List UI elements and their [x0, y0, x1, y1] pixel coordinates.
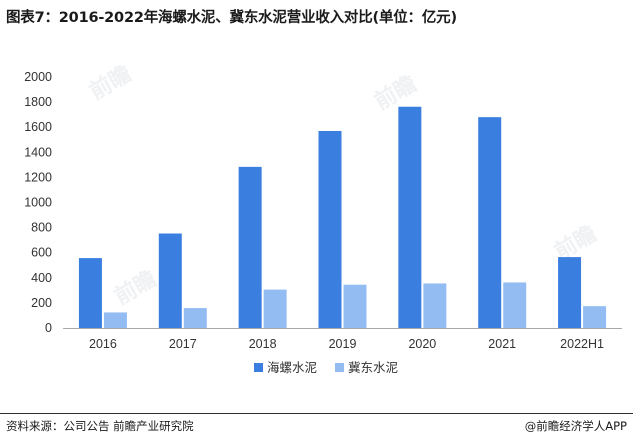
- bar-series1-2018: [238, 166, 262, 328]
- bar-series1-2017: [158, 233, 182, 328]
- legend-label-series2: 冀东水泥: [348, 360, 398, 375]
- legend-label-series1: 海螺水泥: [267, 360, 317, 375]
- y-tick-label: 200: [31, 296, 52, 310]
- x-tick-label: 2019: [329, 337, 357, 351]
- x-axis: 2016 2017 2018 2019 2020 2021 2022H1: [63, 328, 622, 351]
- bar-series1-2019: [318, 130, 342, 328]
- y-tick-label: 600: [31, 246, 52, 260]
- y-tick-label: 1000: [24, 196, 52, 210]
- y-tick-label: 2000: [24, 70, 52, 84]
- y-axis-ticks: 0 200 400 600 800 1000 1200 1400 1600 1800 2000: [24, 70, 52, 335]
- y-tick-label: 1800: [24, 95, 52, 109]
- x-tick-label: 2021: [488, 337, 516, 351]
- bar-series1-2022H1: [558, 257, 582, 328]
- x-tick-label: 2017: [169, 337, 197, 351]
- svg-text:前瞻: 前瞻: [110, 266, 161, 311]
- y-tick-label: 1400: [24, 145, 52, 159]
- y-tick-label: 400: [31, 271, 52, 285]
- bar-series2-2016: [103, 312, 127, 328]
- bar-series2-2021: [503, 282, 527, 328]
- x-tick-label: 2016: [89, 337, 117, 351]
- legend-swatch-series1: [254, 363, 263, 372]
- bar-series2-2018: [263, 289, 287, 328]
- bar-series2-2017: [183, 308, 207, 328]
- bar-series1-2021: [478, 117, 502, 328]
- brand-label: @前瞻经济学人APP: [524, 419, 627, 433]
- bar-series1-2016: [78, 258, 102, 328]
- x-tick-label: 2022H1: [560, 337, 604, 351]
- legend: 海螺水泥 冀东水泥: [254, 360, 398, 375]
- x-tick-label: 2018: [249, 337, 277, 351]
- bar-series2-2022H1: [583, 306, 607, 328]
- bar-series1-2020: [398, 106, 422, 328]
- y-tick-label: 1600: [24, 120, 52, 134]
- bar-series2-2020: [423, 283, 447, 328]
- y-tick-label: 0: [45, 321, 52, 335]
- source-note: 资料来源：公司公告 前瞻产业研究院: [6, 419, 194, 433]
- chart-title: 图表7：2016-2022年海螺水泥、冀东水泥营业收入对比(单位：亿元): [6, 10, 457, 26]
- legend-swatch-series2: [335, 363, 344, 372]
- svg-text:前瞻: 前瞻: [85, 61, 136, 106]
- bars: [78, 106, 607, 328]
- y-tick-label: 1200: [24, 170, 52, 184]
- bar-chart: 前瞻 前瞻 前瞻 前瞻 0200400600800100012001400160…: [24, 61, 622, 375]
- footer: 资料来源：公司公告 前瞻产业研究院 @前瞻经济学人APP: [0, 413, 633, 437]
- x-tick-label: 2020: [408, 337, 436, 351]
- y-tick-label: 800: [31, 221, 52, 235]
- bar-series2-2019: [343, 284, 367, 328]
